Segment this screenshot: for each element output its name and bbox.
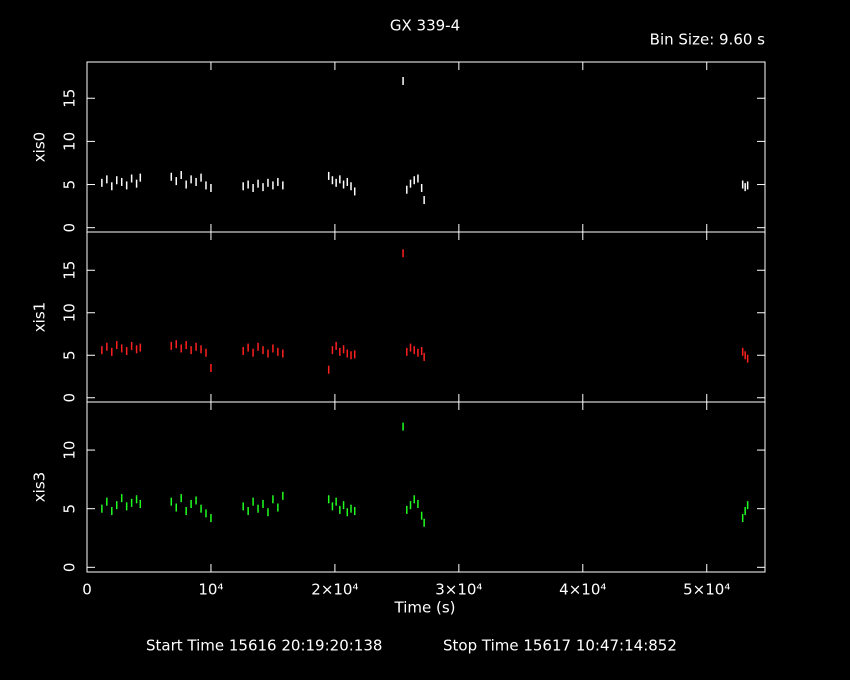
x-tick-label: 5×10⁴ — [683, 581, 730, 599]
y-tick-label: 0 — [61, 563, 79, 573]
bin-size: Bin Size: 9.60 s — [650, 31, 766, 49]
y-tick-label: 10 — [61, 132, 79, 151]
x-tick-label: 3×10⁴ — [435, 581, 482, 599]
y-tick-label: 10 — [61, 441, 79, 460]
plot-frame — [86, 61, 766, 233]
plot-frame — [86, 231, 766, 403]
y-tick-label: 15 — [61, 89, 79, 108]
y-axis-label: xis0 — [31, 132, 49, 162]
y-tick-label: 15 — [61, 261, 79, 280]
x-tick-label: 2×10⁴ — [311, 581, 358, 599]
plot-frame — [86, 401, 766, 573]
y-tick-label: 5 — [61, 350, 79, 360]
y-tick-label: 5 — [61, 180, 79, 190]
y-tick-label: 0 — [61, 393, 79, 403]
x-tick-label: 4×10⁴ — [559, 581, 606, 599]
y-tick-label: 10 — [61, 303, 79, 322]
y-tick-label: 5 — [61, 504, 79, 514]
chart-title: GX 339-4 — [390, 17, 460, 35]
x-tick-label: 0 — [82, 581, 92, 599]
stop-time: Stop Time 15617 10:47:14:852 — [443, 637, 677, 655]
x-axis-label: Time (s) — [394, 599, 456, 617]
y-axis-label: xis1 — [31, 302, 49, 332]
start-time: Start Time 15616 20:19:20:138 — [146, 637, 382, 655]
y-axis-label: xis3 — [31, 472, 49, 502]
x-tick-label: 10⁴ — [198, 581, 223, 599]
y-tick-label: 0 — [61, 223, 79, 233]
